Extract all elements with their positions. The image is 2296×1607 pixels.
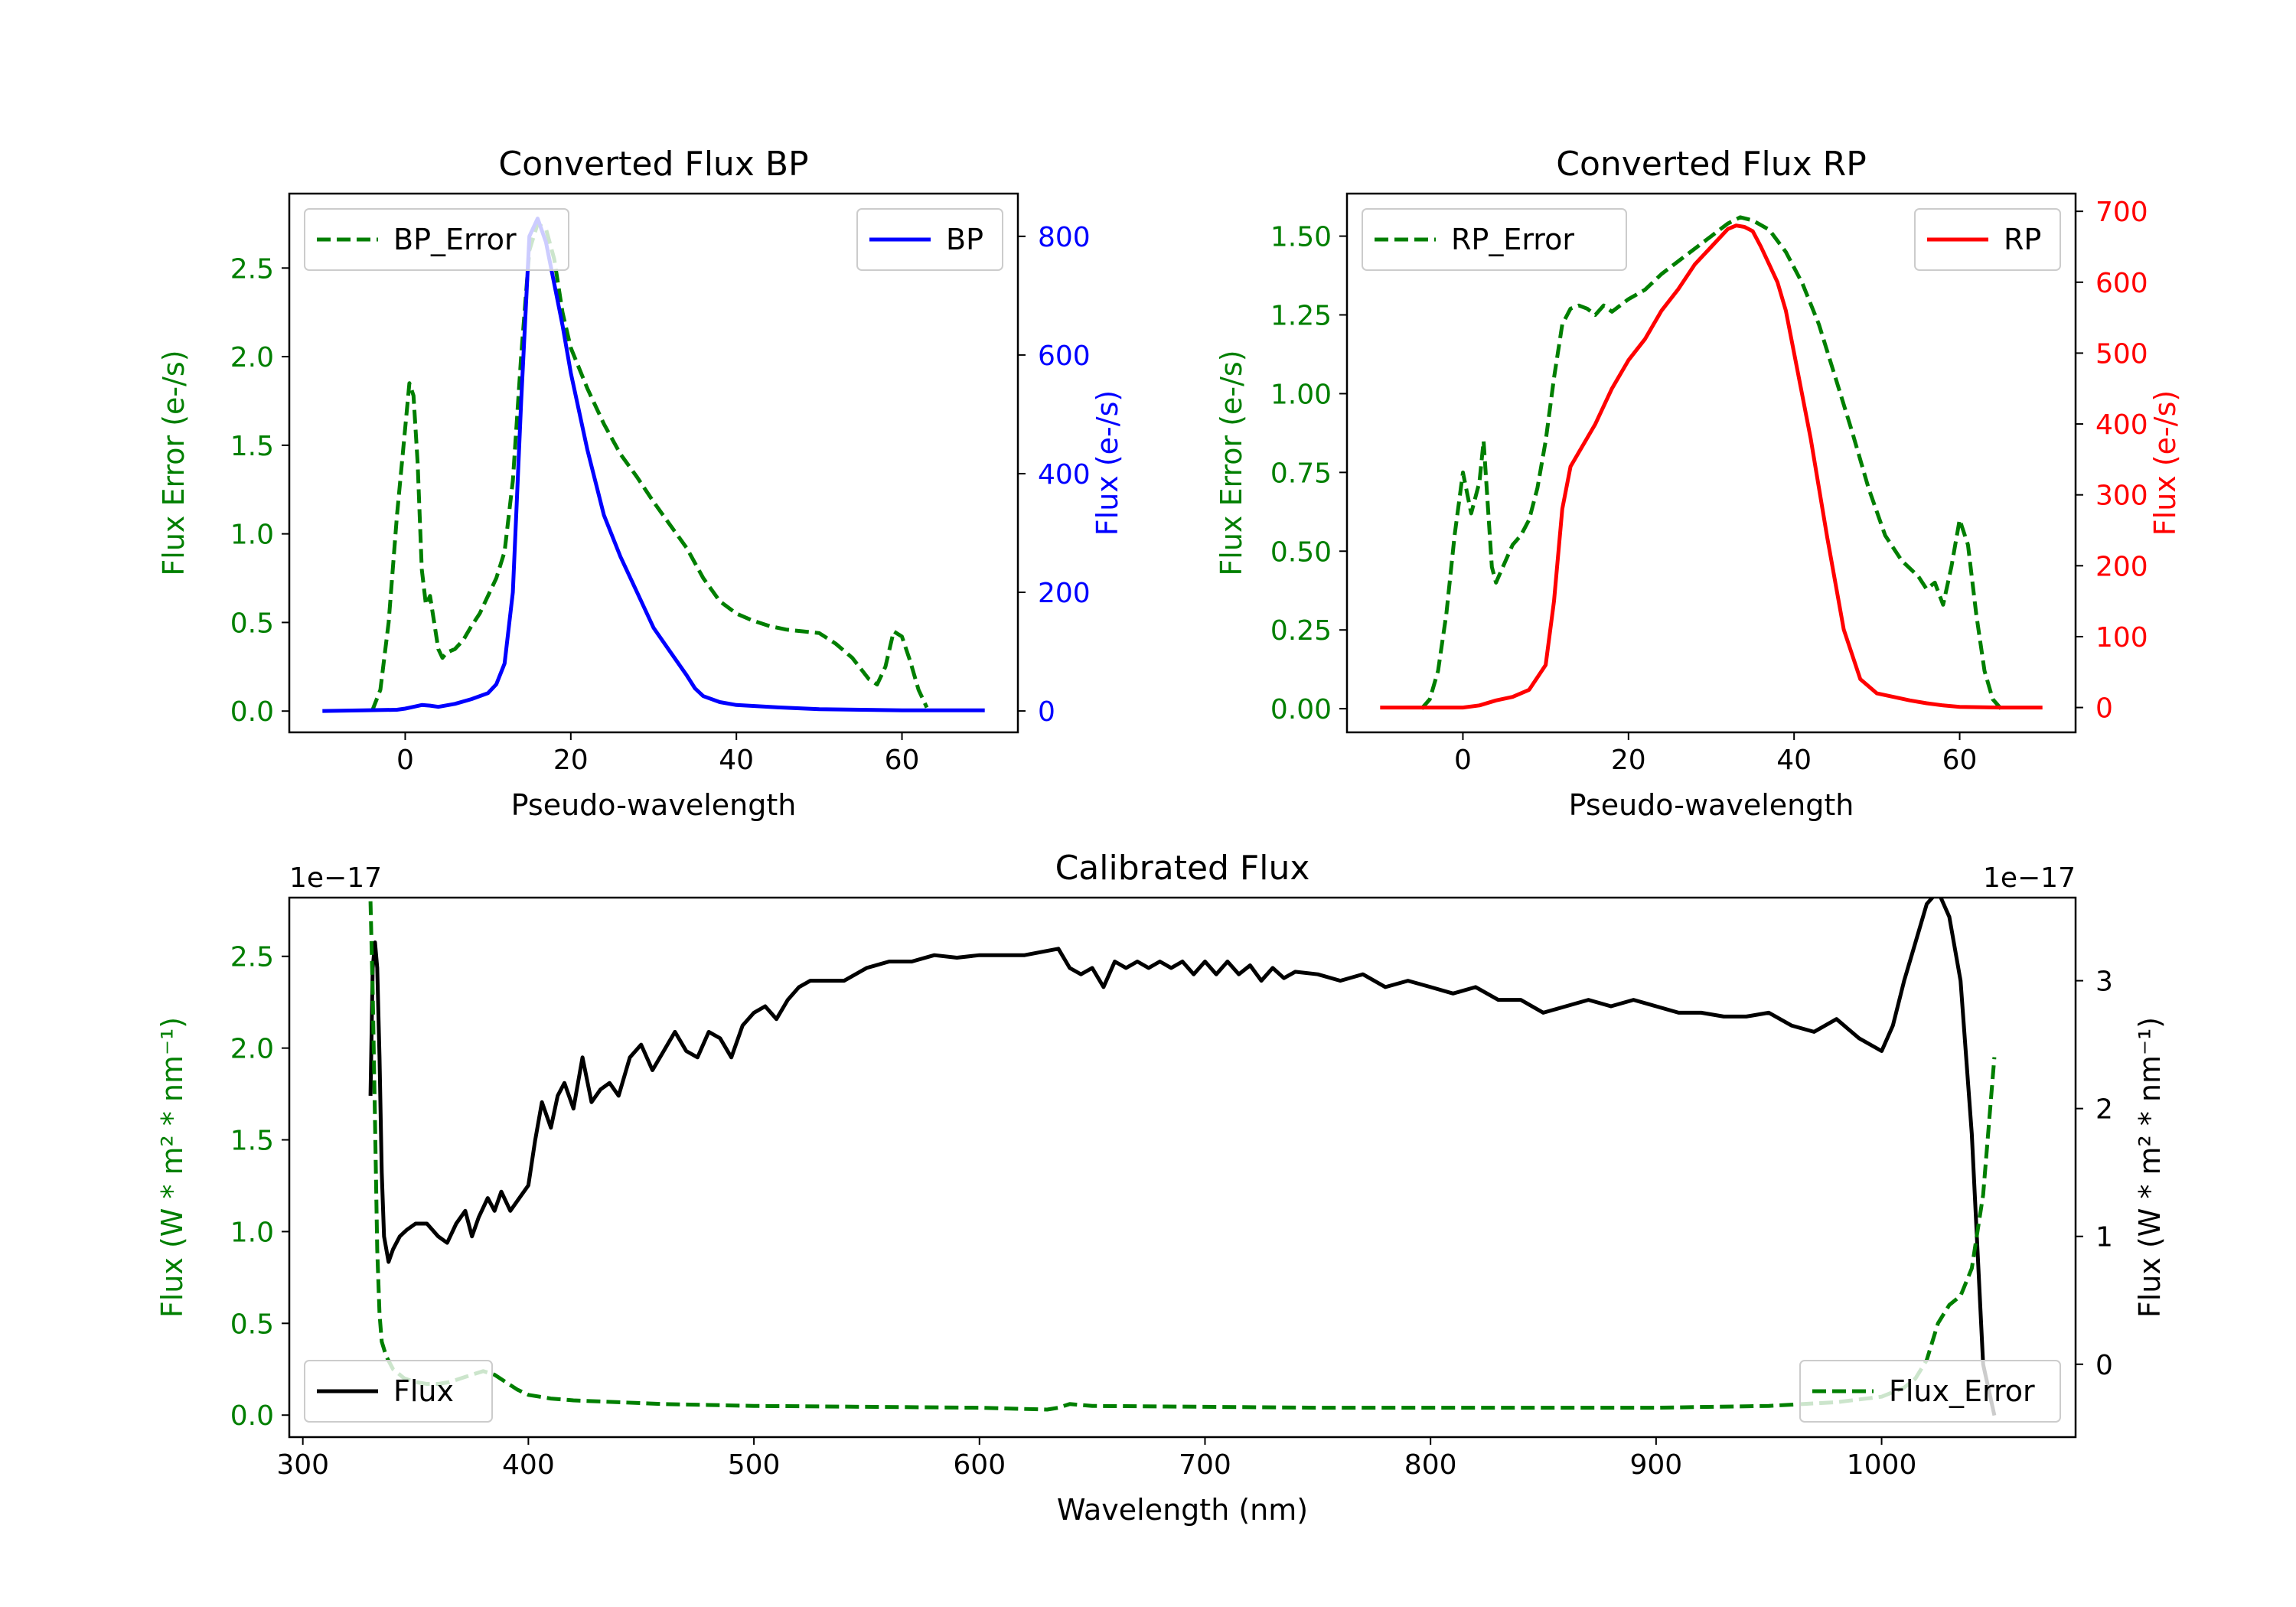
legend-box (304, 1360, 493, 1423)
series-flux-line (368, 898, 1997, 1416)
y-left-tick-label: 1.0 (230, 1217, 274, 1248)
y-right-tick-label: 2 (2095, 1094, 2113, 1126)
legend-label: RP (2004, 223, 2041, 256)
y-left-tick-label: 0.00 (1270, 694, 1332, 725)
y-left-tick-label: 0.5 (230, 1309, 274, 1340)
y-right-axis-label: Flux (W * m² * nm⁻¹) (2133, 1017, 2167, 1318)
y-right-tick-label: 500 (2095, 338, 2148, 370)
x-tick-label: 40 (719, 745, 754, 776)
y-right-tick-label: 200 (1038, 578, 1091, 609)
legend-legend_right: Flux_Error (1799, 1360, 2061, 1423)
x-tick-label: 500 (728, 1449, 781, 1481)
y-left-tick-label: 0.0 (230, 696, 274, 728)
series-rp-error-line (1420, 215, 2003, 710)
y-right-tick-label: 1 (2095, 1222, 2113, 1253)
legend-legend_right: RP (1914, 208, 2061, 271)
legend-label: BP (946, 223, 983, 256)
x-tick-label: 40 (1776, 745, 1812, 776)
legend-legend_left: BP_Error (304, 208, 569, 271)
y-left-tick-label: 0.0 (230, 1400, 274, 1432)
y-left-tick-label: 1.00 (1270, 379, 1332, 410)
y-right-tick-label: 0 (2095, 1350, 2113, 1381)
x-axis-label: Wavelength (nm) (1057, 1493, 1308, 1527)
y-right-offset-label: 1e−17 (1983, 862, 2076, 894)
legend-box (304, 208, 569, 271)
y-left-axis-label: Flux Error (e-/s) (1215, 350, 1248, 575)
legend-box (1362, 208, 1627, 271)
y-right-tick-label: 700 (2095, 197, 2148, 228)
rp-chart-title: Converted Flux RP (1556, 145, 1867, 184)
y-right-tick-label: 300 (2095, 481, 2148, 512)
x-tick-label: 700 (1179, 1449, 1231, 1481)
y-right-tick-label: 0 (2095, 693, 2113, 725)
rp-axes-frame (1345, 192, 2077, 734)
x-tick-label: 300 (276, 1449, 329, 1481)
y-left-tick-label: 2.5 (230, 253, 274, 285)
y-left-tick-label: 2.0 (230, 342, 274, 373)
x-tick-label: 0 (1454, 745, 1472, 776)
y-right-tick-label: 800 (1038, 222, 1091, 253)
bp-chart-title: Converted Flux BP (498, 145, 808, 184)
y-left-tick-label: 1.5 (230, 431, 274, 462)
legend-label: RP_Error (1451, 223, 1574, 256)
y-left-tick-label: 0.5 (230, 608, 274, 639)
y-right-tick-label: 100 (2095, 622, 2148, 654)
y-left-tick-label: 2.0 (230, 1034, 274, 1065)
y-right-tick-label: 3 (2095, 966, 2113, 998)
x-tick-label: 900 (1630, 1449, 1683, 1481)
x-tick-label: 1000 (1847, 1449, 1917, 1481)
x-axis-label: Pseudo-wavelength (511, 788, 797, 822)
y-left-tick-label: 0.50 (1270, 536, 1332, 568)
x-tick-label: 20 (1611, 745, 1646, 776)
legend-legend_right: BP (856, 208, 1003, 271)
y-right-tick-label: 0 (1038, 696, 1055, 728)
legend-label: Flux (393, 1374, 454, 1408)
x-tick-label: 60 (1942, 745, 1978, 776)
legend-legend_left: Flux (304, 1360, 493, 1423)
x-tick-label: 800 (1404, 1449, 1457, 1481)
y-left-tick-label: 1.5 (230, 1126, 274, 1157)
y-right-tick-label: 400 (1038, 459, 1091, 491)
x-axis-label: Pseudo-wavelength (1569, 788, 1854, 822)
calibrated-panel: 300 400 500 600 700 800 900 1000 0.0 0.5 1.0 1.5 2.0… (155, 849, 2167, 1527)
y-right-tick-label: 600 (1038, 341, 1091, 372)
y-left-tick-label: 2.5 (230, 942, 274, 973)
calibrated-chart-title: Calibrated Flux (1055, 849, 1310, 888)
rp-panel: 0 20 40 60 0.00 0.25 0.50 0.75 1.00 1.25 1.50 0 100 2… (1215, 145, 2182, 822)
series-rp-line (1380, 223, 2043, 710)
y-left-offset-label: 1e−17 (289, 862, 382, 894)
y-right-tick-label: 600 (2095, 268, 2148, 299)
y-left-tick-label: 0.25 (1270, 615, 1332, 647)
bp-axes-frame (288, 192, 1019, 734)
y-left-axis-label: Flux Error (e-/s) (157, 350, 191, 575)
x-tick-label: 20 (553, 745, 589, 776)
y-left-tick-label: 1.50 (1270, 222, 1332, 253)
y-left-tick-label: 0.75 (1270, 458, 1332, 489)
y-right-tick-label: 400 (2095, 409, 2148, 441)
y-right-tick-label: 200 (2095, 551, 2148, 582)
calibrated-axes-frame (288, 896, 2077, 1439)
legend-legend_left: RP_Error (1362, 208, 1627, 271)
x-tick-label: 400 (502, 1449, 555, 1481)
y-right-axis-label: Flux (e-/s) (1091, 390, 1124, 536)
x-tick-label: 600 (953, 1449, 1006, 1481)
y-left-axis-label: Flux (W * m² * nm⁻¹) (155, 1017, 189, 1318)
legend-box (1799, 1360, 2061, 1423)
y-left-tick-label: 1.25 (1270, 301, 1332, 332)
series-bp-line (322, 217, 985, 713)
x-tick-label: 60 (885, 745, 920, 776)
y-left-tick-label: 1.0 (230, 520, 274, 551)
legend-label: BP_Error (393, 223, 517, 256)
legend-label: Flux_Error (1889, 1374, 2035, 1408)
y-right-axis-label: Flux (e-/s) (2148, 390, 2182, 536)
x-tick-label: 0 (396, 745, 414, 776)
bp-panel: 0 20 40 60 0.0 0.5 1.0 1.5 2.0 2.5 0 200 400 600 800 Co… (157, 145, 1124, 822)
